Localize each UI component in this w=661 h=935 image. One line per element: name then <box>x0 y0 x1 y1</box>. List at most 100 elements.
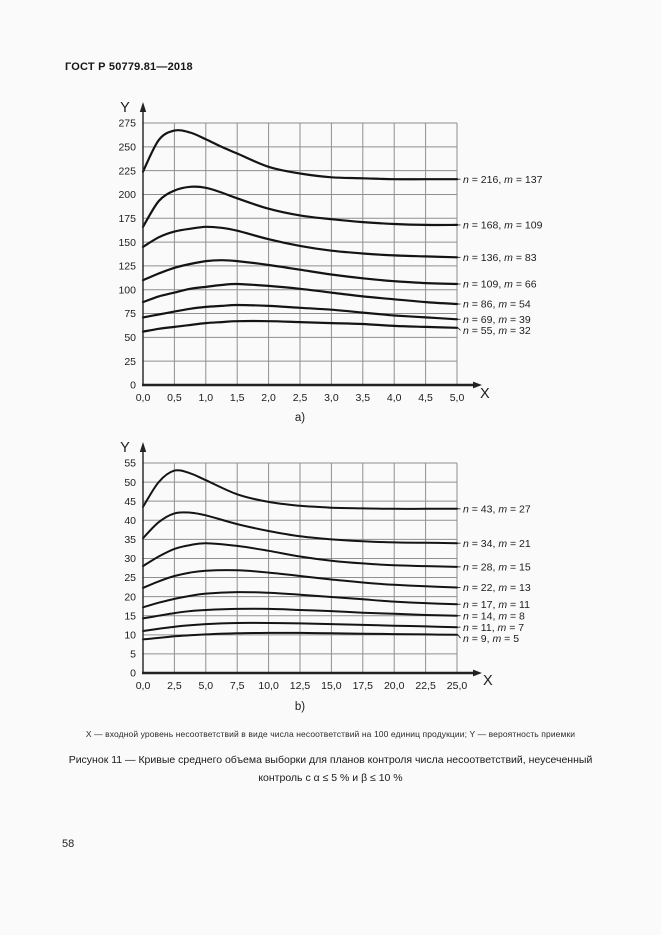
y-tick-label: 15 <box>124 610 136 622</box>
curve-label-leader <box>457 327 461 331</box>
curve-label-leader <box>457 634 461 639</box>
x-tick-label: 20,0 <box>384 680 405 692</box>
x-tick-label: 5,0 <box>450 392 465 404</box>
page-number: 58 <box>62 838 75 850</box>
grid-lines <box>143 462 458 673</box>
series-curve-5 <box>141 282 459 306</box>
x-tick-label: 1,0 <box>198 392 213 404</box>
axes <box>139 442 482 677</box>
curve-labels: n = 43, m = 27 n = 34, m = 21 n = 28, m = … <box>457 504 531 645</box>
figure-caption-line2: контроль с α ≤ 5 % и β ≤ 10 % <box>258 772 403 784</box>
x-tick-label: 0,0 <box>136 392 151 404</box>
series-curve-4 <box>141 259 459 286</box>
curve-label: n = 34, m = 21 <box>463 538 531 550</box>
figure-caption: Рисунок 11 — Кривые среднего объема выбо… <box>0 751 661 787</box>
y-tick-label: 5 <box>130 649 136 661</box>
y-tick-label: 125 <box>118 261 136 273</box>
x-tick-label: 15,0 <box>321 680 342 692</box>
curve-label: n = 22, m = 13 <box>463 582 531 594</box>
series-curve-5 <box>142 591 458 609</box>
series-curve-6 <box>142 607 458 620</box>
series-curve-8 <box>142 631 458 641</box>
x-tick-label: 3,0 <box>324 392 339 404</box>
x-axis-label: X <box>480 386 490 402</box>
x-tick-label: 0,5 <box>167 392 182 404</box>
x-tick-label: 3,5 <box>355 392 370 404</box>
y-tick-label: 100 <box>118 284 136 296</box>
document-header: ГОСТ Р 50779.81—2018 <box>65 61 193 73</box>
y-axis-label: Y <box>120 440 130 456</box>
x-axis-label: X <box>483 673 493 689</box>
series-curve-2 <box>142 511 458 545</box>
x-tick-label: 12,5 <box>290 680 311 692</box>
y-tick-label: 10 <box>124 630 136 642</box>
x-tick-label: 1,5 <box>230 392 245 404</box>
chart-sublabel: a) <box>295 412 305 424</box>
grid-lines <box>143 122 458 385</box>
series-curve-3 <box>141 225 459 259</box>
y-tick-label: 225 <box>118 165 136 177</box>
y-tick-label: 275 <box>118 118 136 130</box>
x-tick-label: 4,5 <box>418 392 433 404</box>
curve-label: n = 216, m = 137 <box>463 174 543 186</box>
series-curve-4 <box>142 569 458 589</box>
y-tick-label: 25 <box>124 356 136 368</box>
y-tick-label: 0 <box>130 380 136 392</box>
x-tick-label: 5,0 <box>198 680 213 692</box>
y-axis-arrow-icon <box>139 442 147 452</box>
curve-label: n = 136, m = 83 <box>463 252 537 264</box>
series-curve-1 <box>142 469 458 510</box>
x-tick-label: 22,5 <box>415 680 436 692</box>
curve-label: n = 109, m = 66 <box>463 279 537 291</box>
x-tick-label: 7,5 <box>230 680 245 692</box>
x-tick-label: 2,0 <box>261 392 276 404</box>
curve-label: n = 9, m = 5 <box>463 633 519 645</box>
series-curve-3 <box>142 542 458 568</box>
tick-labels: 0 5 10 15 20 25 30 35 40 45 50 55 0,0 2,5 5,0 7,5 10,0 12… <box>124 458 467 692</box>
x-tick-label: 10,0 <box>258 680 279 692</box>
tick-labels: 0 25 50 75 100 125 150 175 200 225 250 275 0,0 0,5 1,0… <box>118 118 464 404</box>
y-tick-label: 200 <box>118 189 136 201</box>
y-tick-label: 50 <box>124 332 136 344</box>
y-tick-label: 20 <box>124 591 136 603</box>
axis-note: X — входной уровень несоответствий в вид… <box>85 729 576 739</box>
x-tick-label: 25,0 <box>447 680 468 692</box>
y-tick-label: 35 <box>124 534 136 546</box>
series-curve-7 <box>141 319 459 333</box>
y-tick-label: 250 <box>118 142 136 154</box>
y-tick-label: 175 <box>118 213 136 225</box>
y-tick-label: 50 <box>124 477 136 489</box>
curve-label: n = 11, m = 7 <box>463 622 524 634</box>
series-curve-1 <box>141 129 459 181</box>
y-tick-label: 75 <box>124 308 136 320</box>
x-axis-arrow-icon <box>473 381 482 389</box>
x-tick-label: 2,5 <box>293 392 308 404</box>
y-axis-arrow-icon <box>139 102 147 112</box>
curve-label: n = 55, m = 32 <box>463 325 531 337</box>
x-axis-arrow-icon <box>473 669 482 677</box>
x-tick-label: 17,5 <box>353 680 374 692</box>
series-curve-7 <box>142 621 458 632</box>
y-tick-label: 30 <box>124 553 136 565</box>
x-tick-label: 2,5 <box>167 680 182 692</box>
chart-a-canvas: 0 25 50 75 100 125 150 175 200 225 250 275 0,0 0,5 1,0… <box>118 100 543 424</box>
curve-label: n = 28, m = 15 <box>463 562 531 574</box>
chart-b-canvas: 0 5 10 15 20 25 30 35 40 45 50 55 0,0 2,5 5,0 7,5 10,0 12… <box>120 440 531 713</box>
x-tick-label: 4,0 <box>387 392 402 404</box>
x-tick-label: 0,0 <box>136 680 151 692</box>
curve-label: n = 86, m = 54 <box>463 299 531 311</box>
y-axis-label: Y <box>120 100 130 116</box>
y-tick-label: 45 <box>124 496 136 508</box>
curve-label: n = 17, m = 11 <box>463 599 530 611</box>
series-curve-2 <box>141 185 459 228</box>
axes <box>139 102 482 389</box>
curve-label: n = 69, m = 39 <box>463 314 531 326</box>
curve-labels: n = 216, m = 137 n = 168, m = 109 n = 136,… <box>457 174 543 337</box>
curve-label: n = 168, m = 109 <box>463 220 543 232</box>
chart-sublabel: b) <box>295 701 305 713</box>
curve-label: n = 14, m = 8 <box>463 610 525 622</box>
y-tick-label: 55 <box>124 458 136 470</box>
y-tick-label: 0 <box>130 668 136 680</box>
figure-caption-line1: Рисунок 11 — Кривые среднего объема выбо… <box>68 754 593 766</box>
